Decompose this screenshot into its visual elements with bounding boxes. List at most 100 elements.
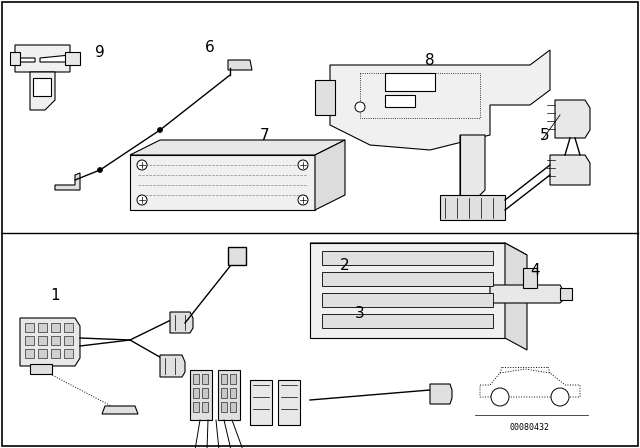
Circle shape xyxy=(344,298,346,302)
Bar xyxy=(38,349,47,358)
Bar xyxy=(193,402,199,412)
Circle shape xyxy=(378,319,381,323)
Circle shape xyxy=(137,195,147,205)
Polygon shape xyxy=(480,369,580,397)
Circle shape xyxy=(137,160,147,170)
Bar xyxy=(523,268,537,288)
Circle shape xyxy=(463,298,465,302)
Text: 00080432: 00080432 xyxy=(510,423,550,432)
Bar xyxy=(51,323,60,332)
Polygon shape xyxy=(440,195,505,220)
Circle shape xyxy=(394,298,397,302)
Circle shape xyxy=(157,128,163,133)
Circle shape xyxy=(479,257,483,259)
Text: 1: 1 xyxy=(50,288,60,302)
Bar xyxy=(322,251,493,265)
Polygon shape xyxy=(250,380,272,425)
Bar xyxy=(322,314,493,328)
Bar xyxy=(33,78,51,96)
Bar xyxy=(51,349,60,358)
Circle shape xyxy=(412,319,415,323)
Bar xyxy=(51,336,60,345)
Polygon shape xyxy=(460,135,485,200)
Text: 8: 8 xyxy=(425,52,435,68)
Circle shape xyxy=(360,319,364,323)
Bar xyxy=(64,336,73,345)
Bar xyxy=(221,388,227,398)
Circle shape xyxy=(412,298,415,302)
Circle shape xyxy=(298,160,308,170)
Polygon shape xyxy=(330,50,550,150)
Circle shape xyxy=(326,277,330,280)
Circle shape xyxy=(394,257,397,259)
Circle shape xyxy=(412,257,415,259)
Polygon shape xyxy=(30,72,55,110)
Bar xyxy=(38,323,47,332)
Polygon shape xyxy=(228,60,252,70)
Bar xyxy=(25,349,34,358)
Circle shape xyxy=(378,298,381,302)
Circle shape xyxy=(394,277,397,280)
Bar xyxy=(385,95,415,107)
Polygon shape xyxy=(160,355,185,377)
Circle shape xyxy=(445,298,449,302)
Bar xyxy=(38,336,47,345)
Bar xyxy=(193,388,199,398)
Circle shape xyxy=(394,319,397,323)
Bar xyxy=(64,323,73,332)
Circle shape xyxy=(298,195,308,205)
Polygon shape xyxy=(278,380,300,425)
Polygon shape xyxy=(65,52,80,65)
Bar xyxy=(25,336,34,345)
Circle shape xyxy=(445,277,449,280)
Polygon shape xyxy=(20,318,80,366)
Polygon shape xyxy=(10,52,20,65)
Circle shape xyxy=(344,257,346,259)
Polygon shape xyxy=(560,288,572,300)
Circle shape xyxy=(355,102,365,112)
Circle shape xyxy=(97,168,102,172)
Polygon shape xyxy=(505,243,527,350)
Bar xyxy=(202,402,208,412)
Bar xyxy=(230,374,236,384)
Polygon shape xyxy=(130,140,345,155)
Text: 4: 4 xyxy=(530,263,540,277)
Circle shape xyxy=(429,319,431,323)
Circle shape xyxy=(360,298,364,302)
Polygon shape xyxy=(190,370,212,420)
Polygon shape xyxy=(130,155,315,210)
Bar xyxy=(30,364,52,374)
Polygon shape xyxy=(15,45,70,72)
Polygon shape xyxy=(170,312,193,333)
Polygon shape xyxy=(430,384,452,404)
Circle shape xyxy=(326,298,330,302)
Circle shape xyxy=(429,277,431,280)
Bar xyxy=(385,73,435,91)
Circle shape xyxy=(429,298,431,302)
Circle shape xyxy=(412,277,415,280)
Polygon shape xyxy=(218,370,240,420)
Polygon shape xyxy=(490,285,563,303)
Circle shape xyxy=(360,277,364,280)
Circle shape xyxy=(378,277,381,280)
Circle shape xyxy=(360,257,364,259)
Bar xyxy=(202,374,208,384)
Circle shape xyxy=(479,298,483,302)
Polygon shape xyxy=(55,173,80,190)
Polygon shape xyxy=(102,406,138,414)
Polygon shape xyxy=(315,80,335,115)
Circle shape xyxy=(378,257,381,259)
Circle shape xyxy=(344,277,346,280)
Circle shape xyxy=(491,388,509,406)
Text: 6: 6 xyxy=(205,39,215,55)
Circle shape xyxy=(463,257,465,259)
Bar xyxy=(221,402,227,412)
Circle shape xyxy=(326,257,330,259)
Polygon shape xyxy=(310,243,527,255)
Bar xyxy=(228,247,246,265)
Polygon shape xyxy=(310,243,505,338)
Bar xyxy=(64,349,73,358)
Circle shape xyxy=(445,257,449,259)
Circle shape xyxy=(463,277,465,280)
Bar xyxy=(25,323,34,332)
